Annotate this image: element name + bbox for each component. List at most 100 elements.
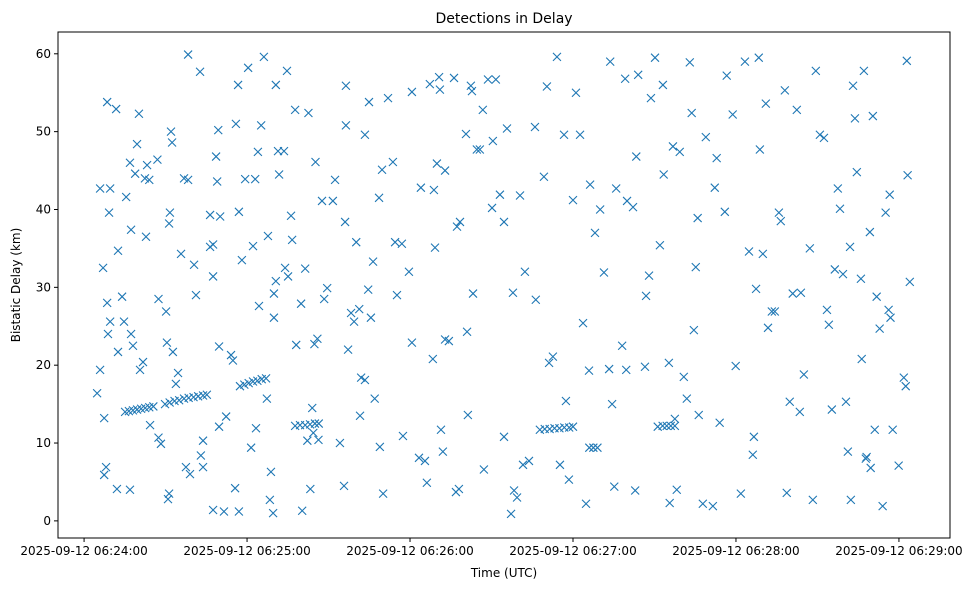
data-point	[454, 484, 464, 494]
data-point	[322, 283, 332, 293]
data-point	[767, 307, 777, 316]
data-point	[310, 339, 319, 349]
data-point	[881, 208, 891, 217]
data-point	[502, 124, 512, 133]
data-point	[134, 109, 144, 119]
data-point	[234, 507, 244, 516]
data-point	[531, 295, 541, 305]
data-point	[658, 80, 668, 90]
y-axis: 0 10 20 30 40 50 60	[36, 47, 58, 528]
data-point	[234, 207, 244, 217]
data-point	[377, 165, 387, 175]
data-point	[163, 494, 173, 504]
data-point	[792, 105, 802, 115]
data-point	[564, 475, 574, 485]
data-point	[675, 147, 685, 157]
data-point	[499, 217, 509, 227]
data-point	[305, 484, 315, 494]
data-point	[102, 298, 112, 308]
data-point	[246, 443, 256, 453]
data-point	[432, 159, 442, 168]
data-point	[388, 157, 398, 167]
data-point	[644, 271, 654, 281]
data-point	[364, 97, 374, 107]
data-point	[351, 237, 361, 247]
data-point	[475, 145, 485, 154]
data-point	[262, 394, 272, 404]
data-point	[113, 347, 123, 357]
data-point	[755, 145, 765, 154]
data-point	[105, 184, 115, 193]
data-point	[708, 501, 718, 511]
data-point	[271, 80, 281, 90]
data-point	[145, 420, 155, 430]
data-point	[302, 436, 312, 446]
data-point	[231, 119, 241, 129]
data-point	[142, 160, 152, 170]
data-point	[715, 418, 725, 428]
data-point	[126, 225, 136, 235]
data-point	[92, 388, 102, 398]
y-tick-label: 40	[36, 202, 51, 216]
data-point	[694, 410, 704, 420]
data-point	[304, 108, 313, 118]
data-point	[770, 307, 780, 316]
data-point	[434, 72, 444, 82]
data-point	[271, 276, 281, 286]
data-point	[865, 227, 875, 237]
data-point	[440, 166, 450, 175]
y-tick-label: 30	[36, 280, 51, 294]
data-point	[279, 146, 289, 156]
data-point	[607, 399, 617, 409]
data-point	[280, 263, 290, 273]
data-point	[748, 450, 758, 460]
data-point	[268, 508, 278, 518]
data-point	[561, 396, 571, 406]
data-point	[740, 57, 750, 66]
data-point	[314, 435, 323, 445]
data-point	[617, 341, 627, 351]
data-point	[479, 465, 489, 474]
data-point	[250, 174, 260, 184]
data-point	[754, 53, 764, 63]
data-point	[461, 129, 471, 139]
data-point	[135, 365, 145, 375]
data-point	[313, 334, 322, 344]
data-point	[646, 93, 656, 103]
data-point	[165, 208, 175, 217]
data-point	[870, 425, 880, 435]
data-point	[208, 505, 218, 515]
data-point	[254, 301, 264, 311]
data-point	[691, 262, 701, 272]
data-point	[422, 478, 432, 488]
data-point	[211, 152, 221, 161]
data-point	[666, 421, 676, 431]
data-point	[425, 79, 435, 89]
data-point	[838, 269, 848, 279]
data-point	[575, 130, 585, 140]
data-point	[555, 460, 565, 470]
x-tick-label: 2025-09-12 06:29:00	[835, 544, 962, 558]
data-point	[701, 132, 711, 142]
data-point	[228, 356, 238, 365]
data-point	[605, 57, 615, 66]
data-point	[856, 274, 866, 284]
data-point	[875, 324, 885, 333]
x-tick-label: 2025-09-12 06:25:00	[183, 544, 310, 558]
data-point	[104, 208, 114, 217]
data-point	[356, 373, 366, 383]
data-point	[233, 80, 243, 90]
data-point	[366, 313, 376, 323]
data-point	[630, 486, 640, 495]
data-point	[339, 481, 349, 491]
data-point	[862, 452, 872, 462]
data-point	[141, 232, 151, 242]
data-point	[584, 366, 594, 376]
data-point	[679, 372, 689, 382]
data-point	[198, 436, 208, 446]
data-point	[263, 231, 273, 241]
data-point	[407, 87, 417, 97]
data-point	[611, 184, 621, 193]
data-point	[95, 184, 105, 193]
data-point	[214, 342, 224, 351]
